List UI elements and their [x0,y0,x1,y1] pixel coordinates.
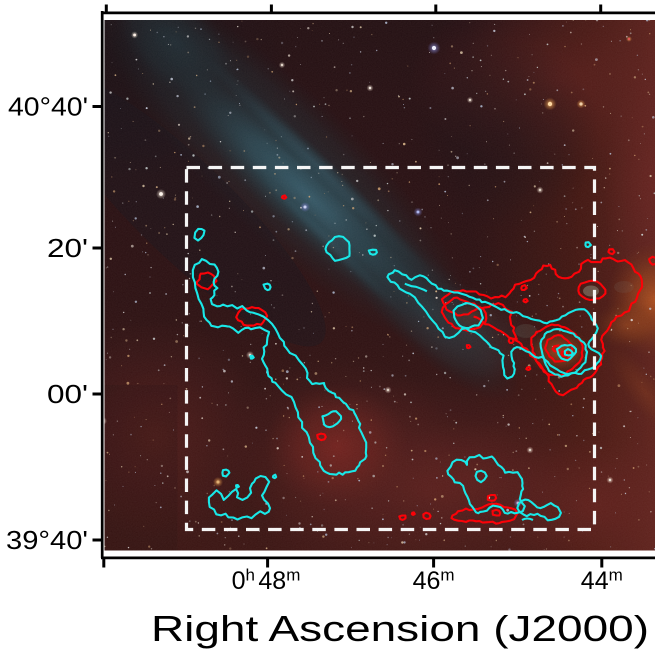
svg-text:0h 48m: 0h 48m [232,566,301,596]
svg-text:40°40': 40°40' [8,93,88,121]
svg-text:44m: 44m [581,566,623,596]
svg-text:Right Ascension (J2000): Right Ascension (J2000) [151,608,649,649]
svg-text:00': 00' [47,381,88,409]
svg-text:20': 20' [47,235,88,263]
svg-text:46m: 46m [413,566,455,596]
svg-text:39°40': 39°40' [6,527,88,555]
